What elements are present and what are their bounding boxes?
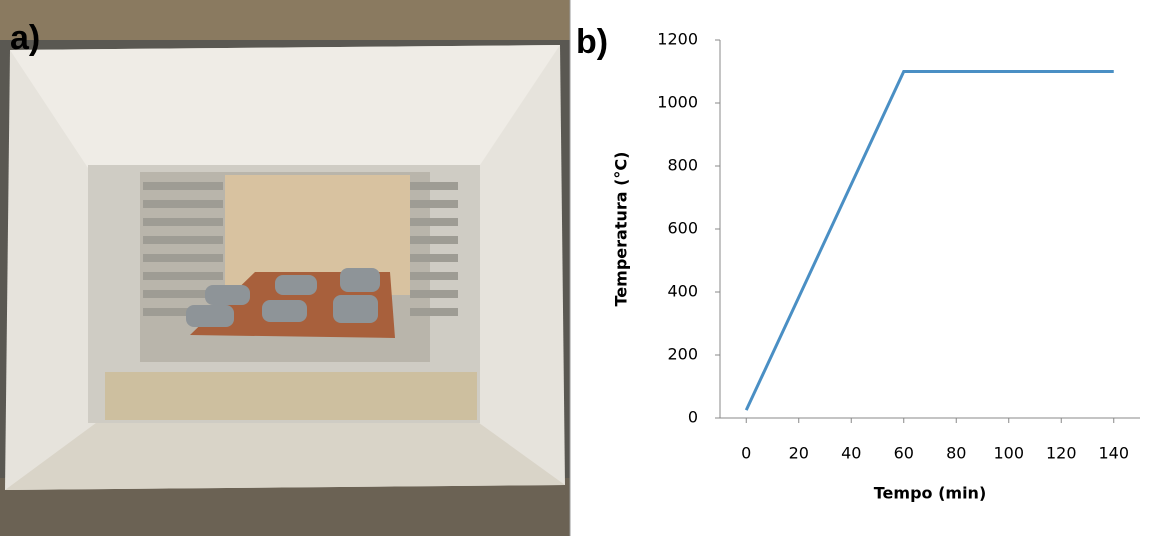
slat xyxy=(143,272,223,280)
y-tick-label: 1200 xyxy=(657,30,698,49)
slat xyxy=(410,236,458,244)
slat xyxy=(143,218,223,226)
line-series xyxy=(746,72,1114,411)
x-tick-label: 80 xyxy=(946,444,966,463)
y-tick-label: 400 xyxy=(667,282,698,301)
x-tick-label: 120 xyxy=(1046,444,1077,463)
sample xyxy=(186,305,234,327)
y-tick-label: 1000 xyxy=(657,93,698,112)
x-tick-label: 60 xyxy=(894,444,914,463)
slat xyxy=(143,200,223,208)
sample xyxy=(340,268,380,292)
chamber-sill xyxy=(105,372,477,420)
sample xyxy=(205,285,250,305)
furnace-top-rim xyxy=(0,0,570,40)
x-tick-label: 20 xyxy=(789,444,809,463)
slat xyxy=(410,272,458,280)
slat xyxy=(143,236,223,244)
x-tick-label: 0 xyxy=(741,444,751,463)
slat xyxy=(410,308,458,316)
slat xyxy=(143,182,223,190)
x-tick-label: 100 xyxy=(993,444,1024,463)
frame-top-bevel xyxy=(10,45,560,168)
sample xyxy=(262,300,307,322)
slat xyxy=(410,182,458,190)
y-tick-label: 0 xyxy=(688,408,698,427)
slat xyxy=(143,254,223,262)
y-tick-label: 200 xyxy=(667,345,698,364)
x-tick-label: 140 xyxy=(1098,444,1129,463)
chart: 0 200 400 600 800 1000 1200 0 20 40 60 80 100 120 140 T… xyxy=(612,30,1141,503)
panel-label: a) xyxy=(10,19,40,57)
x-tick-label: 40 xyxy=(841,444,861,463)
figure: a) b) 0 200 400 600 800 1000 1200 0 20 40 60 80 100 1… xyxy=(0,0,1156,536)
y-tick-label: 600 xyxy=(667,219,698,238)
slat xyxy=(410,290,458,298)
sample xyxy=(275,275,317,295)
slat xyxy=(410,254,458,262)
y-tick-label: 800 xyxy=(667,156,698,175)
furnace-photo: a) xyxy=(0,0,570,536)
panel-label: b) xyxy=(576,23,608,61)
y-axis-title: Temperatura (°C) xyxy=(612,152,631,307)
slat xyxy=(410,218,458,226)
slat xyxy=(410,200,458,208)
frame-bottom-bevel xyxy=(5,420,565,490)
x-axis-title: Tempo (min) xyxy=(874,484,987,503)
sample xyxy=(333,295,378,323)
